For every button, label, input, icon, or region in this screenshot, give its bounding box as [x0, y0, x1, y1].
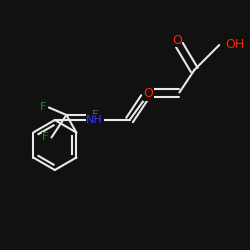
Text: F: F	[92, 110, 98, 120]
Text: O: O	[143, 87, 153, 100]
Text: O: O	[172, 34, 182, 46]
Text: F: F	[42, 132, 48, 142]
Text: OH: OH	[226, 38, 245, 52]
Text: NH: NH	[86, 115, 103, 125]
Text: F: F	[40, 102, 46, 113]
